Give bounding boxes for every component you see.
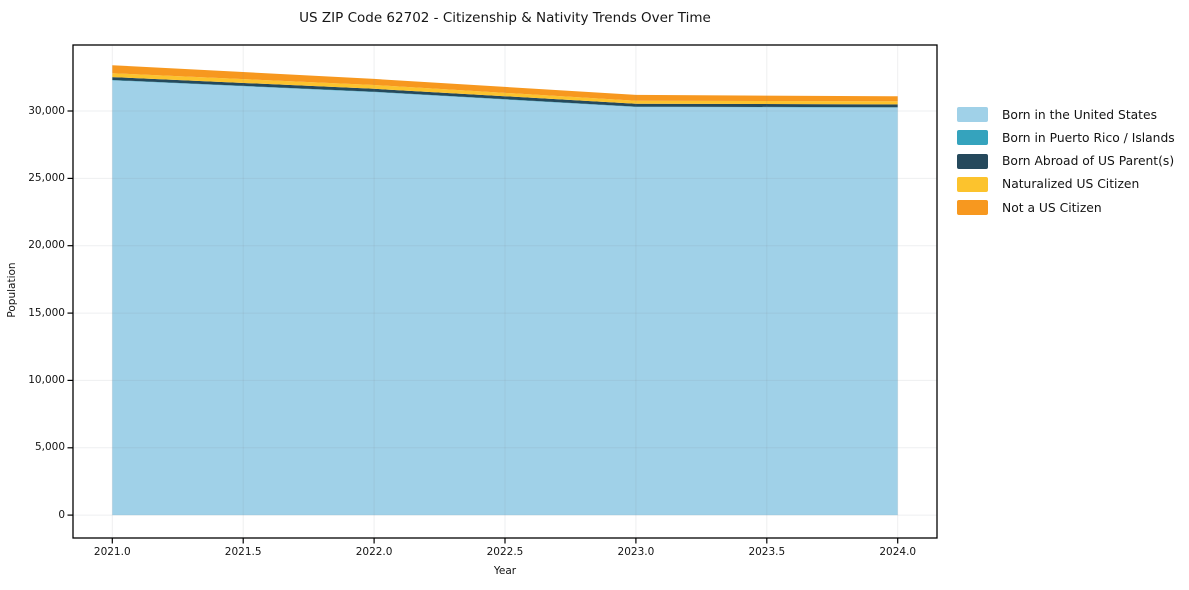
legend-item-4: Not a US Citizen xyxy=(957,200,1175,216)
legend-swatch-icon xyxy=(957,176,988,192)
x-tick-label-3: 2022.5 xyxy=(486,546,524,558)
area-series-4 xyxy=(112,65,898,102)
x-tick-label-4: 2023.0 xyxy=(617,546,655,558)
legend-label: Born in the United States xyxy=(1002,107,1157,122)
area-series-0 xyxy=(112,80,898,516)
chart-title: US ZIP Code 62702 - Citizenship & Nativi… xyxy=(299,10,711,26)
legend-item-0: Born in the United States xyxy=(957,107,1175,122)
legend-item-1: Born in Puerto Rico / Islands xyxy=(957,130,1175,146)
legend-label: Naturalized US Citizen xyxy=(1002,177,1140,192)
y-tick-label-4: 20,000 xyxy=(28,239,65,252)
legend-swatch-icon xyxy=(957,107,988,122)
x-tick-label-0: 2021.0 xyxy=(93,546,131,558)
legend-label: Not a US Citizen xyxy=(1002,200,1102,215)
legend-swatch-icon xyxy=(957,153,988,169)
legend-item-2: Born Abroad of US Parent(s) xyxy=(957,153,1175,169)
area-series-2 xyxy=(112,77,898,108)
y-tick-label-2: 10,000 xyxy=(28,373,65,386)
y-tick-label-1: 5,000 xyxy=(34,441,65,454)
y-axis-label: Population xyxy=(6,262,18,318)
legend-label: Born in Puerto Rico / Islands xyxy=(1002,130,1175,145)
area-series-3 xyxy=(112,73,898,105)
legend: Born in the United States Born in Puerto … xyxy=(957,107,1175,223)
x-axis-label: Year xyxy=(493,565,517,577)
x-tick-label-2: 2022.0 xyxy=(355,546,393,558)
x-tick-label-6: 2024.0 xyxy=(879,546,917,558)
legend-swatch-icon xyxy=(957,200,988,216)
y-tick-label-6: 30,000 xyxy=(28,104,65,117)
x-tick-label-5: 2023.5 xyxy=(748,546,786,558)
y-tick-label-3: 15,000 xyxy=(28,306,65,319)
y-tick-label-5: 25,000 xyxy=(28,171,65,184)
x-tick-label-1: 2021.5 xyxy=(224,546,262,558)
legend-item-3: Naturalized US Citizen xyxy=(957,176,1175,192)
legend-swatch-icon xyxy=(957,130,988,146)
legend-label: Born Abroad of US Parent(s) xyxy=(1002,154,1175,169)
y-tick-label-0: 0 xyxy=(58,508,65,521)
